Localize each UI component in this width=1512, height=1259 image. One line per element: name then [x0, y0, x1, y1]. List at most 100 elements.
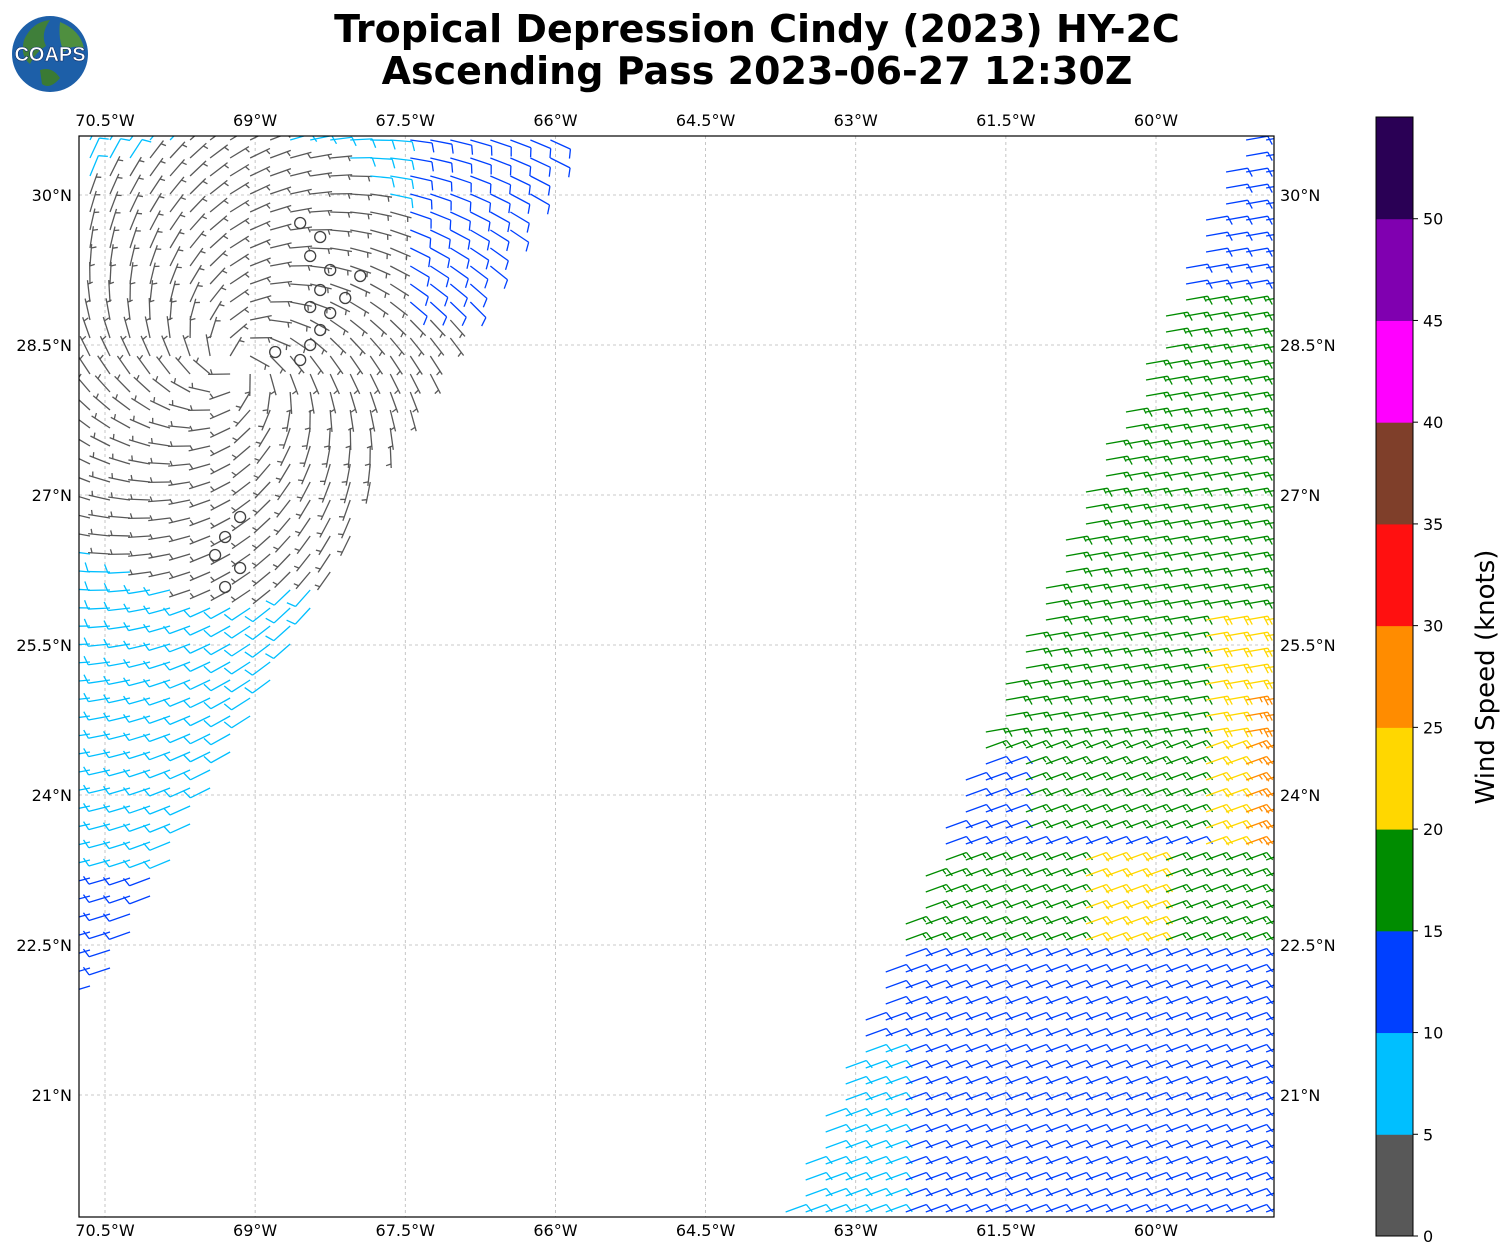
barb-flag — [83, 729, 89, 739]
barb-flag — [1266, 1044, 1274, 1053]
barb-flag — [183, 772, 191, 781]
barb-flag — [1262, 821, 1270, 830]
barb-flag — [1227, 535, 1233, 545]
barb-shaft — [1045, 1171, 1067, 1181]
barb-flag — [925, 932, 933, 941]
barb-flag — [885, 1172, 893, 1181]
barb-shaft — [965, 1091, 987, 1101]
barb-flag — [64, 766, 69, 774]
barb-shaft — [825, 1139, 847, 1149]
lon-tick-label-top: 66°W — [533, 111, 577, 130]
barb-half-flag — [1163, 712, 1167, 718]
barb-shaft — [1205, 247, 1228, 253]
barb-shaft — [190, 733, 211, 745]
barb-flag — [103, 675, 110, 685]
barb-flag — [1247, 423, 1253, 433]
barb-flag — [1227, 391, 1233, 401]
barb-shaft — [108, 877, 131, 886]
barb-flag — [1146, 868, 1154, 877]
barb-flag — [1066, 1076, 1073, 1085]
barb-shaft — [108, 841, 131, 850]
barb-half-flag — [1263, 472, 1267, 478]
barb-flag — [1267, 343, 1273, 353]
barb-shaft — [985, 755, 1007, 765]
barb-flag — [1126, 900, 1134, 909]
barb-flag — [1288, 584, 1293, 592]
barb-half-flag — [1203, 456, 1207, 462]
barb-flag — [1107, 551, 1113, 561]
barb-shaft — [1266, 1252, 1287, 1259]
barb-flag — [122, 787, 130, 796]
barb-flag — [1127, 471, 1133, 481]
barb-half-flag — [1243, 584, 1247, 590]
barb-flag — [1127, 519, 1133, 529]
barb-shaft — [1185, 1139, 1207, 1149]
barb-shaft — [1005, 835, 1027, 845]
barb-shaft — [1245, 1043, 1267, 1053]
barb-half-flag — [1083, 648, 1087, 654]
barb-half-flag — [189, 556, 194, 562]
barb-flag — [1186, 1092, 1194, 1101]
barb-shaft — [1245, 279, 1268, 285]
barb-half-flag — [1162, 741, 1167, 747]
barb-flag — [806, 1220, 812, 1227]
barb-flag — [1026, 772, 1033, 781]
barb-flag — [1087, 679, 1093, 689]
barb-flag — [985, 964, 993, 973]
barb-flag — [1266, 836, 1274, 845]
barb-flag — [1262, 757, 1270, 766]
barb-half-flag — [131, 455, 134, 461]
barb-flag — [1246, 1060, 1254, 1069]
barb-half-flag — [1222, 933, 1227, 939]
barb-shaft — [1065, 1171, 1087, 1181]
barb-shaft — [1205, 1091, 1227, 1101]
barb-flag — [1267, 327, 1273, 337]
lat-tick-label-right: 27°N — [1280, 486, 1320, 505]
barb-flag — [1106, 804, 1114, 813]
barb-flag — [1247, 311, 1253, 321]
barb-shaft — [189, 661, 211, 672]
barb-flag — [1288, 600, 1293, 608]
barb-half-flag — [302, 347, 306, 354]
barb-shaft — [926, 1220, 947, 1228]
barb-half-flag — [1262, 901, 1267, 907]
barb-half-flag — [130, 474, 133, 481]
barb-flag — [1166, 964, 1174, 973]
barb-half-flag — [1103, 664, 1107, 670]
barb-shaft — [1226, 1220, 1247, 1228]
barb-half-flag — [127, 299, 133, 303]
barb-half-flag — [210, 467, 215, 473]
barb-half-flag — [83, 317, 89, 322]
barb-half-flag — [404, 274, 407, 280]
barb-half-flag — [1258, 790, 1263, 796]
barb-flag — [1167, 551, 1173, 561]
barb-flag — [1207, 455, 1213, 465]
barb-half-flag — [210, 486, 215, 491]
barb-shaft — [926, 1236, 947, 1244]
barb-half-flag — [1022, 741, 1027, 747]
barb-half-flag — [195, 357, 200, 363]
barb-half-flag — [1183, 328, 1187, 334]
barb-flag — [1283, 806, 1289, 813]
barb-flag — [1166, 868, 1174, 877]
barb-half-flag — [1102, 821, 1107, 827]
barb-flag — [985, 836, 993, 845]
barb-flag — [461, 316, 467, 327]
barb-half-flag — [119, 354, 124, 360]
barb-flag — [1006, 900, 1013, 909]
barb-shaft — [825, 1107, 847, 1117]
barb-flag — [1166, 1172, 1174, 1181]
barb-flag — [905, 1172, 913, 1181]
barb-half-flag — [1279, 807, 1282, 811]
barb-flag — [1166, 756, 1174, 765]
map-frame — [78, 135, 1275, 1218]
barb-flag — [966, 1252, 972, 1259]
barb-half-flag — [1002, 917, 1007, 923]
barb-half-flag — [1259, 713, 1263, 719]
barb-half-flag — [1243, 600, 1247, 606]
barb-half-flag — [962, 933, 967, 939]
barb-half-flag — [1284, 393, 1286, 398]
barb-shaft — [885, 1075, 907, 1085]
barb-flag — [1106, 1076, 1114, 1085]
barb-half-flag — [1163, 648, 1167, 654]
